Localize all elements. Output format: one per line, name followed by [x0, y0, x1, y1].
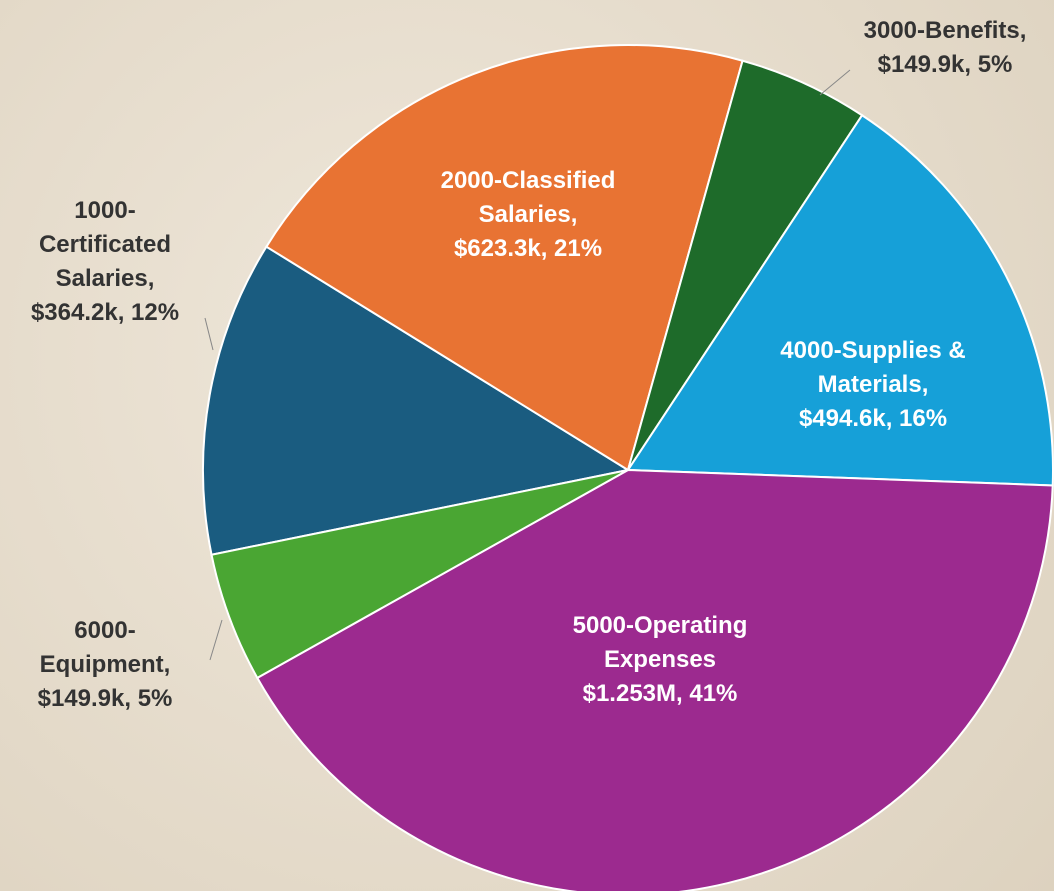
- pie-slice: [626, 113, 1054, 487]
- category-label: 6000-Equipment,: [39, 617, 171, 678]
- category-label: 2000-Classified Salaries,: [440, 167, 616, 228]
- value-label: $364.2k, 12%: [30, 299, 180, 326]
- pie-slice: [265, 44, 744, 472]
- slice-label: 2000-Classified Salaries, $623.3k, 21%: [408, 164, 648, 266]
- category-label: 5000-Operating Expenses: [572, 612, 748, 673]
- pie-slice: [210, 469, 629, 680]
- value-label: $494.6k, 16%: [798, 405, 948, 432]
- leader-line: [204, 317, 214, 351]
- pie-slice: [255, 468, 1054, 891]
- value-label: $149.9k, 5%: [37, 685, 173, 712]
- category-label: 4000-Supplies & Materials,: [780, 337, 966, 398]
- slice-label: 6000-Equipment, $149.9k, 5%: [25, 614, 185, 716]
- leader-line: [209, 619, 223, 661]
- category-label: 1000-Certificated Salaries,: [38, 197, 172, 292]
- slice-label: 3000-Benefits, $149.9k, 5%: [805, 14, 1054, 82]
- slice-label: 1000-Certificated Salaries, $364.2k, 12%: [15, 194, 195, 330]
- category-label: 3000-Benefits,: [863, 17, 1027, 44]
- value-label: $623.3k, 21%: [453, 235, 603, 262]
- slice-label: 4000-Supplies & Materials, $494.6k, 16%: [743, 334, 1003, 436]
- pie-slice: [202, 245, 631, 556]
- value-label: $1.253M, 41%: [582, 680, 738, 707]
- leader-line: [819, 69, 851, 96]
- slice-label: 5000-Operating Expenses $1.253M, 41%: [530, 609, 790, 711]
- value-label: $149.9k, 5%: [877, 51, 1013, 78]
